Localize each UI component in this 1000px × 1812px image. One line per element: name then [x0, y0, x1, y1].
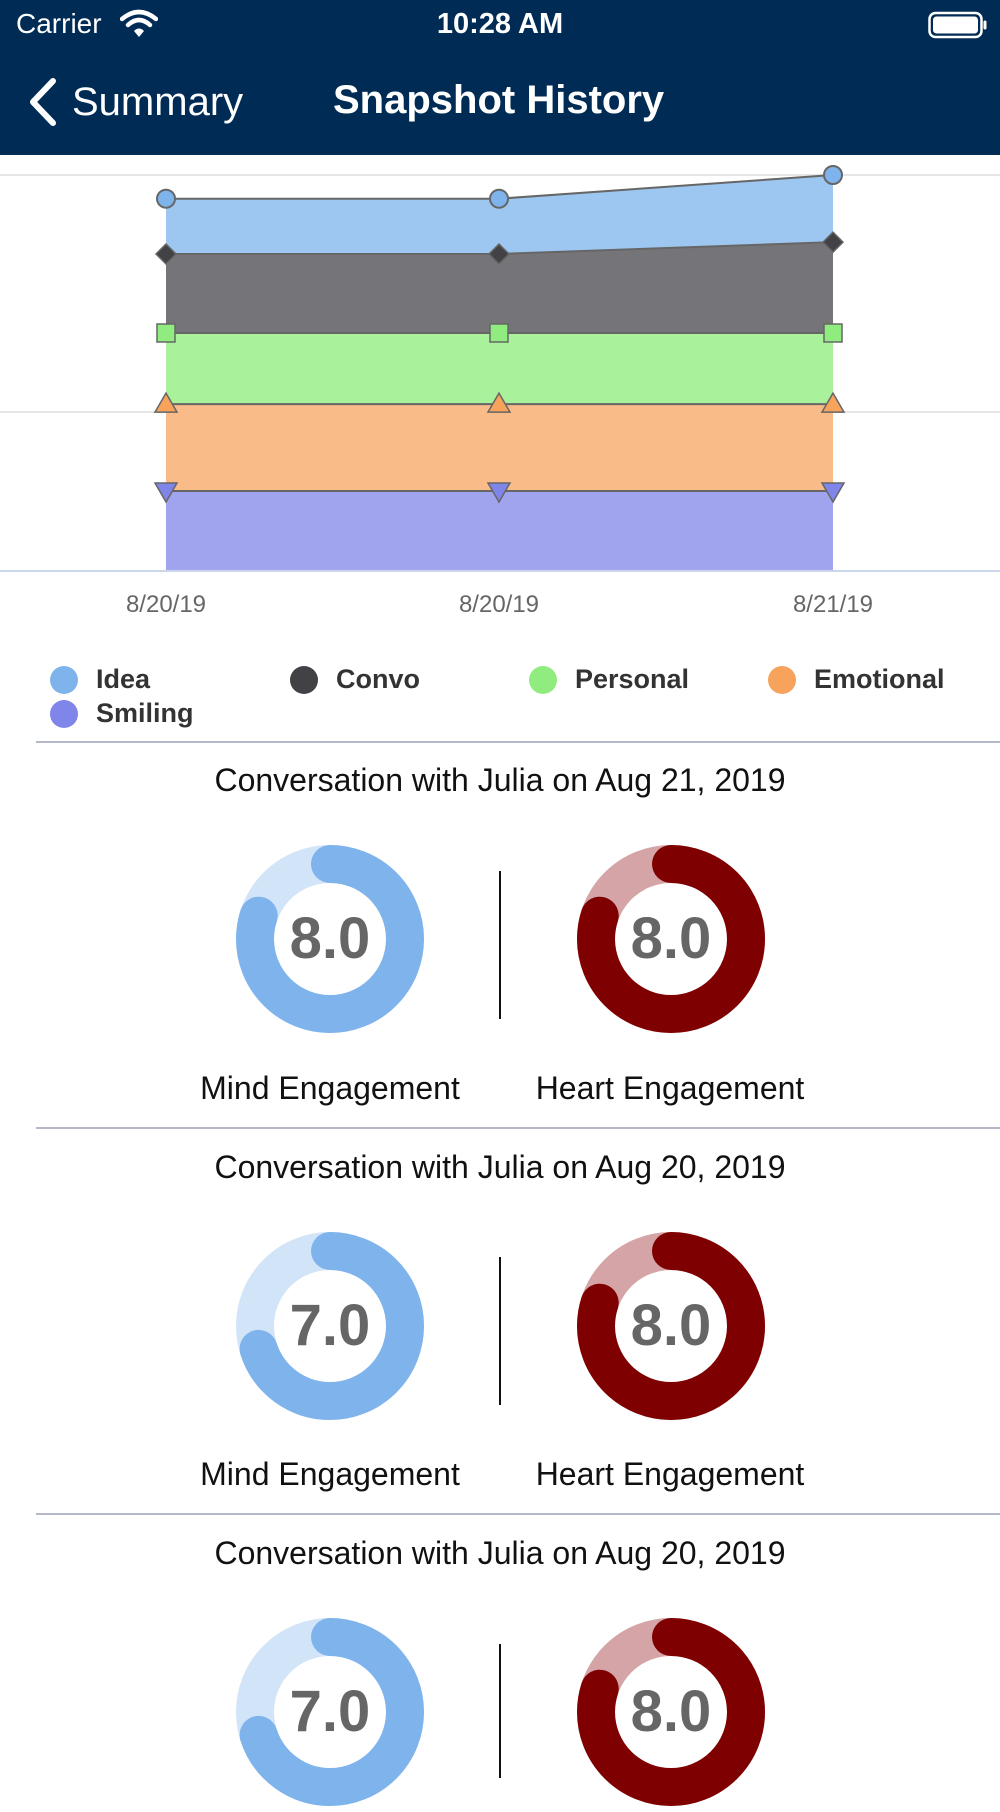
carrier-label: Carrier: [16, 8, 102, 39]
legend-item-smiling[interactable]: Smiling: [50, 698, 194, 729]
mind-donut-ring: [236, 1232, 424, 1420]
x-tick-label: 8/20/19: [126, 591, 206, 618]
area-smiling: [166, 491, 833, 570]
point-emotional: [820, 391, 846, 413]
point-idea: [823, 165, 843, 185]
mind-engagement-label: Mind Engagement: [200, 1070, 460, 1106]
conversation-title: Conversation with Julia on Aug 20, 2019: [214, 1535, 786, 1571]
heart-engagement-donut: 8.0: [576, 1617, 766, 1807]
legend-dot-convo: [290, 665, 318, 694]
legend-label-personal: Personal: [575, 664, 690, 694]
mind-donut-ring: [236, 845, 424, 1033]
navigation-bar: Carrier 10:28 AM Summary Snapshot Histor…: [0, 0, 1000, 155]
legend-label-convo: Convo: [336, 664, 420, 694]
legend-item-convo[interactable]: Convo: [290, 664, 420, 695]
area-idea: [166, 175, 833, 254]
mind-engagement-value: 7.0: [289, 1679, 371, 1744]
heart-engagement-value: 8.0: [630, 1293, 712, 1358]
conversation-title: Conversation with Julia on Aug 21, 2019: [214, 762, 786, 798]
mind-engagement-value: 8.0: [289, 906, 371, 971]
separator: [36, 1127, 1000, 1129]
area-personal: [166, 333, 833, 405]
legend-dot-personal: [529, 665, 557, 694]
page-title: Snapshot History: [333, 78, 665, 122]
point-idea: [489, 188, 509, 209]
heart-engagement-label: Heart Engagement: [535, 1456, 805, 1492]
status-time: 10:28 AM: [436, 8, 564, 40]
point-smiling: [820, 482, 846, 504]
conversation-title: Conversation with Julia on Aug 20, 2019: [214, 1149, 786, 1185]
area-emotional: [166, 404, 833, 491]
back-button[interactable]: Summary: [28, 74, 243, 130]
mind-engagement-value: 7.0: [289, 1293, 371, 1358]
wifi-icon: [120, 9, 158, 37]
heart-engagement-value: 8.0: [630, 906, 712, 971]
point-emotional: [486, 391, 512, 413]
battery-icon: [928, 11, 987, 39]
point-personal: [823, 323, 843, 343]
heart-engagement-label: Heart Engagement: [535, 1070, 805, 1106]
donut-divider: [499, 1257, 501, 1405]
x-tick-label: 8/20/19: [459, 591, 539, 618]
legend-dot-idea: [50, 665, 78, 694]
heart-donut-ring: [577, 845, 765, 1033]
heart-engagement-donut: 8.0: [576, 1231, 766, 1421]
legend-dot-emotional: [768, 665, 796, 694]
point-personal: [156, 323, 176, 343]
point-emotional: [153, 391, 179, 413]
legend-item-emotional[interactable]: Emotional: [768, 664, 945, 695]
legend-item-personal[interactable]: Personal: [529, 664, 689, 695]
heart-donut-ring: [577, 1232, 765, 1420]
mind-engagement-donut: 7.0: [235, 1231, 425, 1421]
point-convo: [821, 231, 845, 254]
point-convo: [487, 242, 511, 266]
chevron-left-icon: [30, 78, 56, 126]
heart-engagement-value: 8.0: [630, 1679, 712, 1744]
legend-label-idea: Idea: [96, 664, 151, 694]
point-idea: [156, 188, 176, 209]
legend-label-emotional: Emotional: [814, 664, 945, 694]
area-convo: [166, 242, 833, 333]
mind-engagement-label: Mind Engagement: [200, 1456, 460, 1492]
back-button-label: Summary: [72, 79, 244, 124]
snapshot-area-chart: 8/20/19 8/20/19 8/21/19: [0, 165, 1000, 618]
point-personal: [489, 323, 509, 343]
point-convo: [154, 242, 178, 266]
legend-label-smiling: Smiling: [96, 698, 194, 728]
separator: [36, 741, 1000, 743]
chart-legend: Idea Convo Personal Emotional Smiling: [0, 662, 1000, 742]
heart-engagement-donut: 8.0: [576, 844, 766, 1034]
point-smiling: [153, 482, 179, 504]
donut-divider: [499, 871, 501, 1019]
legend-item-idea[interactable]: Idea: [50, 664, 150, 695]
separator: [36, 1513, 1000, 1515]
point-smiling: [486, 482, 512, 504]
mind-engagement-donut: 8.0: [235, 844, 425, 1034]
mind-engagement-donut: 7.0: [235, 1617, 425, 1807]
legend-dot-smiling: [50, 699, 78, 728]
x-tick-label: 8/21/19: [793, 591, 873, 618]
donut-divider: [499, 1644, 501, 1778]
